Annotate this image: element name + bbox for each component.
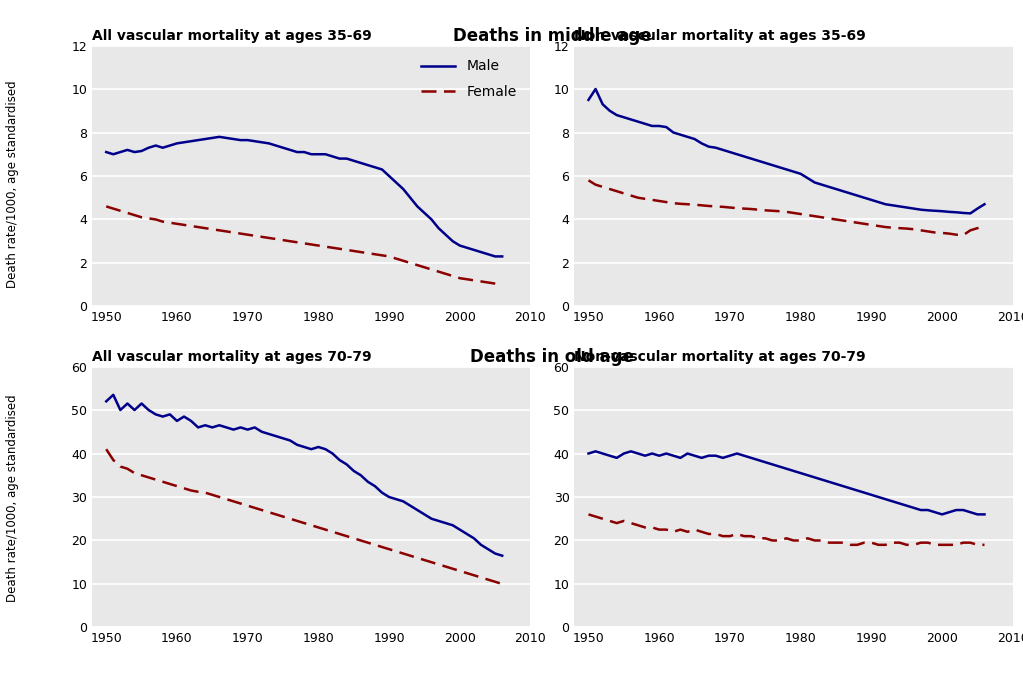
Line: Male: Male: [106, 137, 502, 256]
Male: [375, 165, 388, 173]
Female: [100, 203, 113, 211]
Male: [277, 144, 290, 152]
Male: [100, 148, 113, 156]
Male: [213, 133, 225, 141]
Male: [496, 252, 508, 261]
Text: Non-vascular mortality at ages 35-69: Non-vascular mortality at ages 35-69: [574, 29, 866, 43]
Female: [115, 207, 127, 215]
Text: Deaths in middle age: Deaths in middle age: [453, 27, 652, 46]
Female: [122, 209, 134, 217]
Text: Death rate/1000, age standardised: Death rate/1000, age standardised: [6, 394, 18, 602]
Line: Female: Female: [106, 207, 502, 284]
Text: All vascular mortality at ages 70-79: All vascular mortality at ages 70-79: [92, 350, 371, 364]
Text: Deaths in old age: Deaths in old age: [471, 349, 634, 366]
Male: [383, 172, 395, 180]
Text: Death rate/1000, age standardised: Death rate/1000, age standardised: [6, 80, 18, 288]
Female: [496, 280, 508, 288]
Male: [489, 252, 501, 261]
Text: Non-vascular mortality at ages 70-79: Non-vascular mortality at ages 70-79: [574, 350, 865, 364]
Male: [207, 134, 219, 142]
Female: [207, 225, 219, 233]
Female: [270, 235, 282, 243]
Male: [122, 146, 134, 154]
Legend: Male, Female: Male, Female: [413, 53, 524, 106]
Male: [115, 148, 127, 156]
Female: [375, 251, 388, 259]
Female: [368, 250, 381, 258]
Text: All vascular mortality at ages 35-69: All vascular mortality at ages 35-69: [92, 29, 371, 43]
